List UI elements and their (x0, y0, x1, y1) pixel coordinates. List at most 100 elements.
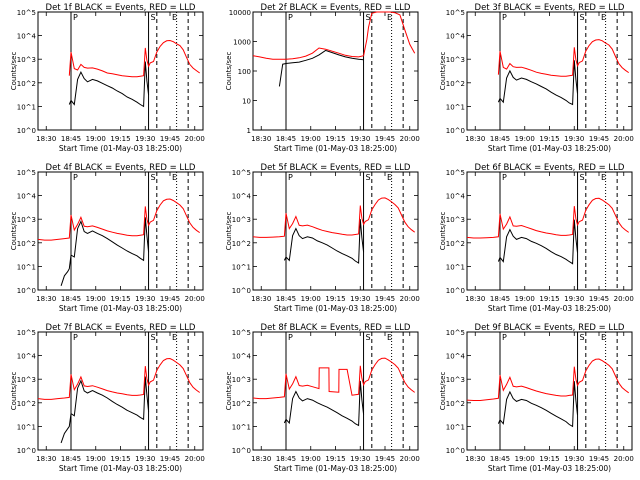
marker-label: E (387, 173, 392, 182)
y-axis-label: Counts/sec (10, 212, 18, 251)
y-tick-label: 10000 (229, 9, 251, 17)
marker-label: S (151, 173, 156, 182)
x-tick-label: 19:15 (325, 295, 345, 303)
lld-series-line (37, 357, 200, 400)
detector-panel-8: Det 8f BLACK = Events, RED = LLD 10^0 10^1… (225, 323, 420, 473)
y-tick-label: 10^0 (17, 287, 36, 295)
y-axis-label: Counts/sec (439, 212, 447, 251)
x-tick-label: 20:00 (400, 455, 420, 463)
detector-panel-6: Det 6f BLACK = Events, RED = LLD 10^0 10^1… (439, 163, 634, 313)
lld-series-line (252, 357, 416, 400)
detector-panel-1: Det 1f BLACK = Events, RED = LLD 10^0 10^1… (10, 3, 205, 153)
marker-label: P (288, 333, 293, 342)
x-tick-label: 19:00 (301, 295, 321, 303)
lld-series-line (68, 39, 200, 78)
plot-frame (252, 331, 419, 451)
x-tick-label: 19:15 (539, 295, 559, 303)
x-axis-label: Start Time (01-May-03 18:25:00) (274, 464, 397, 473)
marker-label: P (73, 173, 78, 182)
plot-frame (37, 11, 204, 131)
x-tick-label: 20:00 (614, 135, 634, 143)
lld-series-line (466, 197, 629, 239)
y-tick-label: 10^0 (17, 127, 36, 135)
x-tick-label: 19:15 (110, 135, 130, 143)
x-tick-label: 19:00 (515, 135, 535, 143)
x-tick-label: 19:30 (564, 135, 584, 143)
y-tick-label: 10^3 (446, 376, 465, 384)
y-tick-label: 1000 (233, 39, 251, 47)
y-tick-label: 10^5 (17, 9, 36, 17)
detector-panel-3: Det 3f BLACK = Events, RED = LLD 10^0 10^1… (439, 3, 634, 153)
y-tick-label: 10^1 (17, 263, 36, 271)
x-tick-label: 19:30 (350, 135, 370, 143)
detector-panel-2: Det 2f BLACK = Events, RED = LLD 1 10 100 10… (225, 3, 420, 153)
x-tick-label: 19:30 (350, 455, 370, 463)
marker-label: E (601, 333, 606, 342)
marker-label: S (151, 333, 156, 342)
x-tick-label: 18:30 (465, 455, 485, 463)
x-tick-label: 18:30 (251, 135, 271, 143)
x-tick-label: 18:30 (36, 135, 56, 143)
x-tick-label: 20:00 (400, 135, 420, 143)
x-tick-label: 19:00 (86, 455, 106, 463)
marker-label: E (387, 13, 392, 22)
y-tick-label: 10^2 (17, 240, 36, 248)
plot-frame (37, 331, 204, 451)
x-tick-label: 19:00 (515, 455, 535, 463)
x-tick-label: 20:00 (185, 295, 205, 303)
marker-label: P (502, 333, 507, 342)
x-tick-label: 18:45 (61, 455, 81, 463)
y-tick-label: 10^4 (17, 33, 37, 41)
x-tick-label: 18:45 (490, 455, 510, 463)
x-tick-label: 19:15 (110, 295, 130, 303)
x-tick-label: 19:45 (589, 295, 609, 303)
x-axis-label: Start Time (01-May-03 18:25:00) (488, 304, 611, 313)
detector-panel-9: Det 9f BLACK = Events, RED = LLD 10^0 10^1… (439, 323, 634, 473)
x-tick-label: 18:45 (490, 295, 510, 303)
y-tick-label: 10^4 (17, 353, 37, 361)
x-tick-label: 19:45 (375, 135, 395, 143)
x-tick-label: 18:30 (251, 295, 271, 303)
x-tick-label: 20:00 (185, 135, 205, 143)
y-tick-label: 10^5 (17, 329, 36, 337)
y-tick-label: 10^0 (17, 447, 36, 455)
x-tick-label: 19:45 (375, 455, 395, 463)
x-tick-label: 19:30 (350, 295, 370, 303)
y-tick-label: 10^0 (446, 127, 465, 135)
x-tick-label: 19:45 (375, 295, 395, 303)
y-axis-label: Counts/sec (10, 52, 18, 91)
y-tick-label: 10^2 (17, 80, 36, 88)
x-tick-label: 19:15 (110, 455, 130, 463)
y-tick-label: 10^0 (232, 287, 251, 295)
lld-series-line (252, 197, 416, 238)
y-tick-label: 10^1 (232, 263, 251, 271)
x-tick-label: 18:45 (276, 455, 296, 463)
y-axis-label: Counts/sec (225, 212, 233, 251)
x-tick-label: 19:45 (160, 455, 180, 463)
events-series-line (497, 219, 578, 265)
marker-label: E (172, 173, 177, 182)
plot-frame (466, 171, 633, 291)
y-tick-label: 10^2 (232, 240, 251, 248)
x-tick-label: 18:30 (251, 455, 271, 463)
marker-label: E (172, 13, 177, 22)
x-tick-label: 19:15 (325, 135, 345, 143)
y-tick-label: 10^0 (446, 447, 465, 455)
x-tick-label: 19:30 (564, 455, 584, 463)
panel-title: Det 4f BLACK = Events, RED = LLD (46, 163, 196, 173)
x-axis-label: Start Time (01-May-03 18:25:00) (488, 144, 611, 153)
plot-frame (37, 171, 204, 291)
x-axis-label: Start Time (01-May-03 18:25:00) (59, 144, 182, 153)
lld-series-line (466, 358, 629, 401)
x-tick-label: 20:00 (614, 295, 634, 303)
panel-title: Det 9f BLACK = Events, RED = LLD (475, 323, 625, 333)
x-axis-label: Start Time (01-May-03 18:25:00) (59, 304, 182, 313)
y-axis-label: Counts/sec (225, 52, 233, 91)
x-tick-label: 19:00 (301, 135, 321, 143)
y-tick-label: 10^3 (446, 216, 465, 224)
detector-panel-5: Det 5f BLACK = Events, RED = LLD 10^0 10^1… (225, 163, 420, 313)
x-tick-label: 19:45 (160, 295, 180, 303)
y-tick-label: 10^1 (446, 263, 465, 271)
lld-series-line (37, 198, 200, 241)
